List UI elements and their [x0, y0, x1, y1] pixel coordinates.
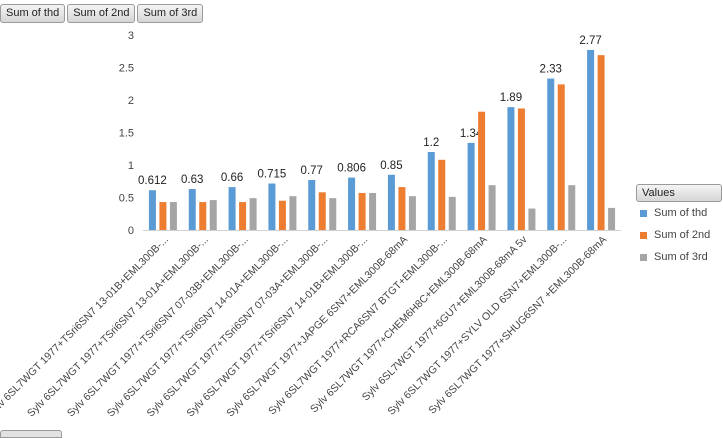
legend-swatch-sum-of-thd	[640, 209, 647, 217]
bar	[289, 196, 297, 230]
bar	[408, 196, 416, 230]
data-label: 2.33	[540, 64, 562, 76]
bar	[249, 198, 257, 230]
bar	[159, 202, 167, 230]
bar	[369, 192, 377, 230]
bar	[597, 55, 605, 231]
x-tick-label: Sylv 6SL7WGT 1977+JAPGE 6SN7+EML300B-68m…	[224, 234, 410, 420]
bar	[528, 208, 536, 230]
data-label: 2.77	[579, 35, 601, 47]
data-label: 0.806	[337, 163, 366, 175]
field-button-sum-of-2nd[interactable]: Sum of 2nd	[67, 4, 136, 23]
legend-label-sum-of-2nd: Sum of 2nd	[654, 229, 711, 241]
bar	[169, 202, 177, 230]
legend-item-sum-of-thd: Sum of thd	[636, 202, 722, 224]
y-tick-label: 0	[128, 225, 134, 237]
bar	[427, 152, 435, 230]
bar	[478, 111, 486, 230]
data-label: 0.77	[301, 165, 323, 177]
legend-label-sum-of-3rd: Sum of 3rd	[654, 251, 708, 263]
legend-label-sum-of-thd: Sum of thd	[654, 207, 708, 219]
bar	[268, 183, 276, 230]
bar	[587, 49, 595, 231]
bar	[148, 190, 156, 230]
x-tick-label: Sylv 6SL7WGT 1977+TSri6SN7 07-03A+EML300…	[145, 234, 331, 420]
bar	[308, 179, 316, 230]
bar	[228, 187, 236, 230]
bar	[188, 189, 196, 230]
bar	[517, 108, 525, 230]
data-label: 0.63	[181, 174, 203, 186]
legend-swatch-sum-of-2nd	[640, 231, 647, 239]
bar	[318, 192, 326, 230]
bar	[438, 159, 446, 230]
bar-chart: 0 0.5 1 1.5 2 2.5 3 0.612 Sylv 6SL7WGT 1977+TSri…	[0, 30, 621, 420]
bar	[608, 207, 616, 230]
legend-item-sum-of-3rd: Sum of 3rd	[636, 246, 722, 268]
data-label: 0.85	[380, 160, 402, 172]
bar	[547, 78, 555, 230]
data-label: 1.89	[500, 92, 522, 104]
bar	[448, 196, 456, 230]
y-tick-label: 2	[128, 95, 134, 107]
bar	[387, 174, 395, 230]
y-tick-label: 2.5	[119, 63, 134, 75]
data-label: 1.34	[460, 128, 483, 140]
bar	[348, 177, 356, 230]
y-tick-label: 3	[128, 30, 134, 42]
bar	[467, 142, 475, 230]
data-label: 0.715	[258, 169, 287, 181]
data-label: 0.66	[221, 172, 243, 184]
data-label: 0.612	[138, 175, 167, 187]
field-buttons: Sum of thd Sum of 2nd Sum of 3rd	[0, 4, 204, 23]
sheet-tab-edge[interactable]	[0, 430, 62, 438]
x-tick-label: Sylv 6SL7WGT 1977+TSri6SN7 07-03B+EML300…	[65, 234, 251, 420]
field-button-sum-of-thd[interactable]: Sum of thd	[0, 4, 66, 23]
y-tick-label: 1	[128, 160, 134, 172]
bar	[358, 192, 366, 230]
bar	[568, 185, 576, 230]
bar	[507, 107, 515, 230]
field-button-sum-of-3rd[interactable]: Sum of 3rd	[137, 4, 204, 23]
legend-item-sum-of-2nd: Sum of 2nd	[636, 224, 722, 246]
x-tick-label: Sylv 6SL7WGT 1977+TSri6SN7 13-01A+EML300…	[25, 234, 211, 420]
bar	[329, 198, 337, 230]
y-tick-label: 0.5	[119, 193, 134, 205]
x-tick-label: Sylv 6SL7WGT 1977+TSri6SN7 14-01A+EML300…	[105, 234, 291, 420]
x-tick-label: Sylv 6SL7WGT 1977+TSri6SN7 14-01B+EML300…	[184, 234, 370, 420]
legend-values-button[interactable]: Values	[636, 184, 722, 202]
bar	[239, 202, 247, 230]
bar	[488, 185, 496, 230]
bar	[209, 200, 217, 230]
legend-swatch-sum-of-3rd	[640, 253, 647, 261]
bar	[557, 84, 565, 231]
data-label: 1.2	[423, 137, 439, 149]
y-tick-label: 1.5	[119, 128, 134, 140]
bar	[398, 187, 406, 230]
legend: Values Sum of thd Sum of 2nd Sum of 3rd	[636, 184, 722, 268]
bar	[278, 200, 286, 230]
bar	[199, 202, 207, 230]
